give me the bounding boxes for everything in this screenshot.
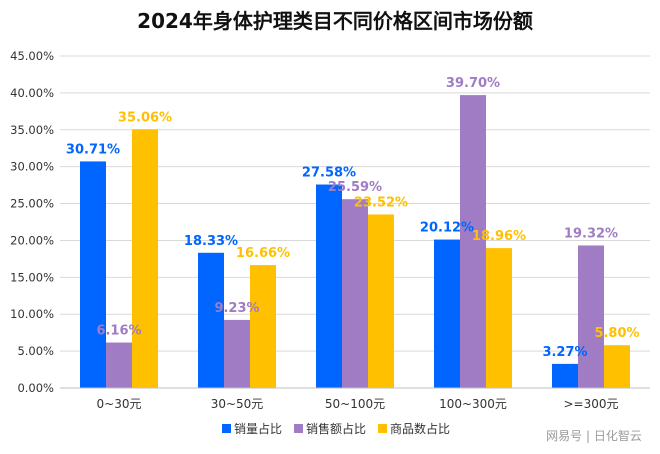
- x-tick-label: 50~100元: [325, 397, 385, 411]
- data-label: 9.23%: [214, 301, 259, 316]
- bar: [132, 129, 158, 388]
- bar: [342, 199, 368, 388]
- legend-swatch: [294, 424, 304, 433]
- y-tick-label: 5.00%: [17, 344, 54, 358]
- y-tick-label: 45.00%: [10, 49, 54, 63]
- data-label: 39.70%: [446, 76, 500, 91]
- y-tick-label: 35.00%: [10, 123, 54, 137]
- data-label: 3.27%: [542, 345, 587, 360]
- chart-title: 2024年身体护理类目不同价格区间市场份额: [137, 9, 533, 33]
- watermark: 网易号 | 日化智云: [546, 428, 642, 443]
- data-label: 16.66%: [236, 246, 290, 261]
- legend-swatch: [222, 424, 231, 433]
- data-labels: 30.71% 6.16% 35.06% 18.33% 9.23% 16.66% 27.58%…: [66, 76, 640, 360]
- bar: [578, 245, 604, 388]
- y-tick-label: 30.00%: [10, 160, 54, 174]
- bars: [80, 95, 630, 388]
- data-label: 18.96%: [472, 229, 526, 244]
- data-label: 19.32%: [564, 226, 618, 241]
- data-label: 35.06%: [118, 110, 172, 125]
- data-label: 20.12%: [420, 221, 474, 236]
- bar: [460, 95, 486, 388]
- bar: [224, 319, 250, 388]
- bar: [486, 248, 512, 388]
- x-axis: 0~30元 30~50元 50~100元 100~300元 >=300元: [60, 387, 650, 411]
- y-tick-label: 20.00%: [10, 233, 54, 247]
- y-tick-label: 10.00%: [10, 307, 54, 321]
- y-axis: 0.00% 5.00% 10.00% 15.00% 20.00% 25.00% 30.00%…: [10, 49, 54, 395]
- bar: [552, 363, 578, 388]
- y-tick-label: 0.00%: [17, 381, 54, 395]
- bar: [316, 184, 342, 388]
- x-tick-label: 100~300元: [439, 397, 507, 411]
- x-tick-label: 0~30元: [97, 397, 142, 411]
- legend: 销量占比 销售额占比 商品数占比: [222, 421, 450, 436]
- data-label: 6.16%: [96, 324, 141, 339]
- legend-swatch: [378, 424, 388, 433]
- x-tick-label: 30~50元: [211, 397, 264, 411]
- bar: [604, 345, 630, 388]
- y-tick-label: 15.00%: [10, 270, 54, 284]
- y-tick-label: 25.00%: [10, 197, 54, 211]
- data-label: 18.33%: [184, 234, 238, 249]
- data-label: 25.59%: [328, 180, 382, 195]
- y-tick-label: 40.00%: [10, 86, 54, 100]
- bar: [198, 252, 224, 388]
- bar: [250, 265, 276, 388]
- data-label: 5.80%: [594, 326, 639, 341]
- legend-label: 销售额占比: [306, 421, 366, 436]
- bar: [80, 161, 106, 388]
- data-label: 27.58%: [302, 166, 356, 181]
- bar: [434, 239, 460, 388]
- data-label: 30.71%: [66, 142, 120, 157]
- legend-label: 销量占比: [234, 421, 282, 436]
- x-tick-label: >=300元: [563, 397, 618, 411]
- data-label: 23.52%: [354, 195, 408, 210]
- bar: [368, 214, 394, 388]
- legend-label: 商品数占比: [390, 421, 450, 436]
- bar: [106, 342, 132, 388]
